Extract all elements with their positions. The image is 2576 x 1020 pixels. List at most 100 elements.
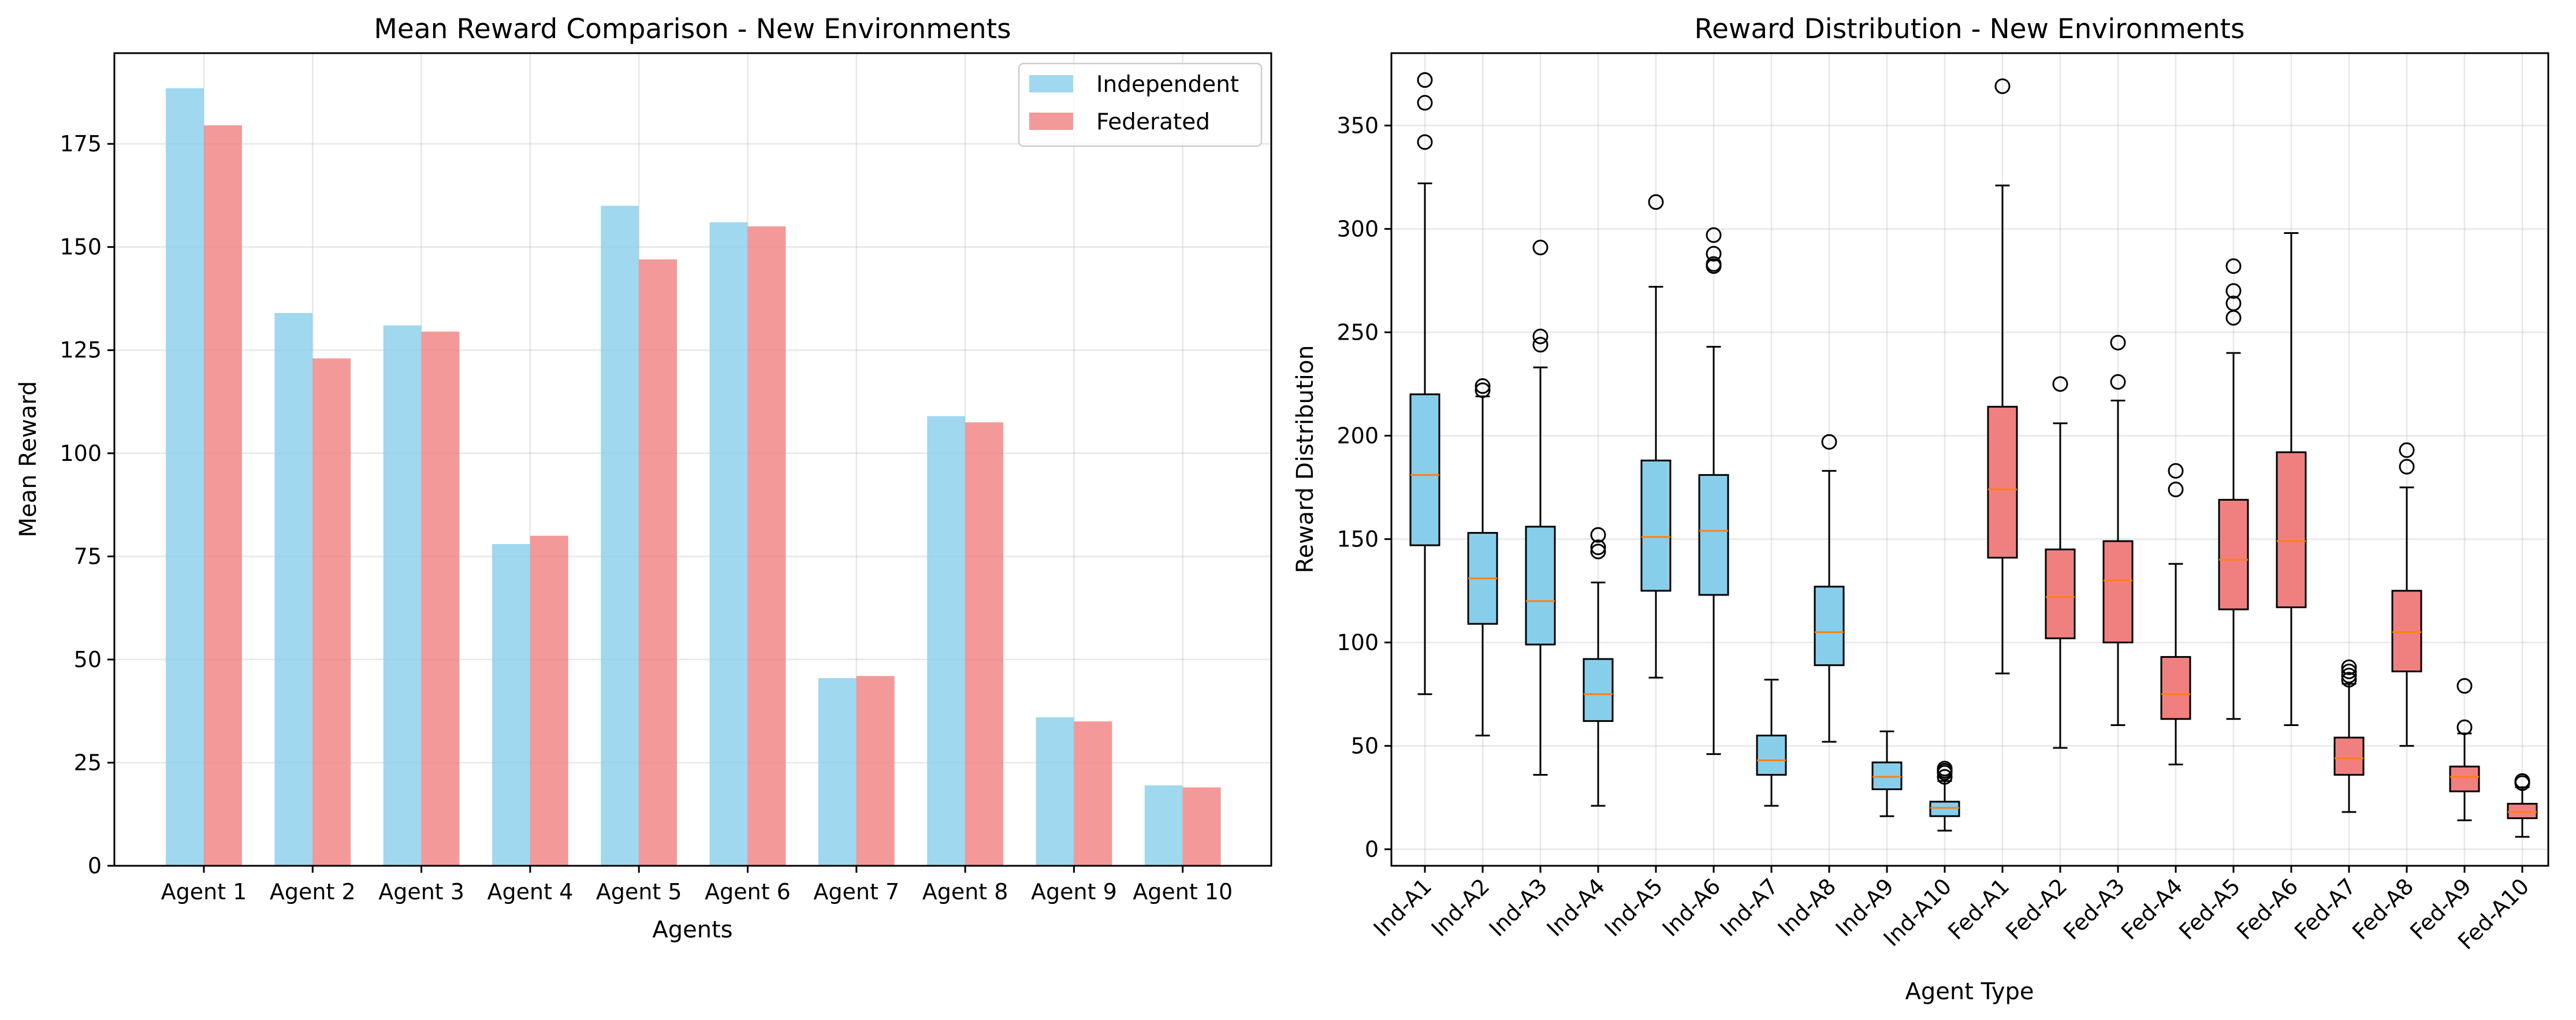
outlier-point: [1532, 240, 1548, 256]
y-tick-label: 50: [1351, 733, 1379, 758]
bar-independent-3: [383, 325, 422, 866]
outlier-point: [2341, 672, 2357, 688]
y-tick-label: 0: [88, 853, 102, 878]
box-ind-a5: [1640, 194, 1672, 679]
x-tick-label: Agent 1: [161, 879, 247, 904]
outlier-point: [2341, 659, 2357, 675]
outlier-point: [2110, 374, 2126, 390]
outlier-point: [1994, 78, 2011, 94]
outlier-point: [1475, 378, 1491, 394]
box-fed-a5: [2218, 258, 2249, 720]
x-tick-label: Fed-A3: [2058, 873, 2130, 944]
iqr-box: [2160, 656, 2191, 720]
x-tick-label: Ind-A5: [1600, 873, 1668, 941]
y-tick-label: 350: [1337, 113, 1379, 138]
x-tick-label: Agent 7: [813, 879, 899, 904]
box-ind-a7: [1756, 679, 1787, 807]
y-tick-label: 100: [1337, 630, 1379, 655]
bar-independent-6: [709, 222, 748, 866]
bar-independent-4: [492, 543, 530, 866]
x-tick-label: Agent 6: [705, 879, 791, 904]
outlier-point: [2110, 334, 2126, 351]
iqr-box: [1871, 761, 1903, 791]
bar-federated-10: [1182, 787, 1221, 866]
bar-federated-9: [1074, 721, 1112, 866]
bar-independent-1: [166, 88, 204, 866]
iqr-box: [1640, 459, 1672, 592]
box-plot-panel: 0 50 100 150 200 250 300 350 Ind-A1Ind-A2Ind-A3…: [1292, 13, 2549, 1005]
outlier-point: [2341, 668, 2357, 684]
box-fed-a10: [2507, 773, 2538, 838]
iqr-box: [1525, 526, 1556, 646]
bar-federated-8: [965, 422, 1003, 866]
bar-federated-4: [530, 535, 568, 866]
iqr-box: [2333, 736, 2365, 776]
legend-frame: [1018, 62, 1263, 147]
box-ind-a8: [1814, 434, 1845, 743]
outlier-point: [1937, 769, 1953, 785]
box-fed-a7: [2333, 659, 2365, 813]
box-ind-a9: [1871, 730, 1903, 817]
outlier-point: [2225, 283, 2242, 299]
iqr-box: [2276, 451, 2307, 608]
y-tick-label: 75: [74, 543, 102, 569]
box-ind-a2: [1467, 378, 1498, 736]
outlier-point: [2225, 258, 2242, 274]
bar-chart-xlabel: Agents: [652, 917, 732, 943]
x-tick-label: Ind-A2: [1427, 873, 1495, 941]
outlier-point: [1532, 337, 1548, 353]
outlier-point: [2168, 481, 2184, 497]
outlier-point: [2514, 773, 2530, 789]
outlier-point: [2456, 678, 2473, 694]
y-tick-label: 200: [1337, 423, 1379, 448]
x-tick-label: Agent 9: [1031, 879, 1117, 904]
y-tick-label: 125: [59, 337, 102, 363]
bar-federated-2: [312, 358, 351, 866]
iqr-box: [1929, 801, 1960, 817]
outlier-point: [1706, 227, 1722, 243]
x-tick-label: Fed-A8: [2347, 873, 2418, 944]
iqr-box: [2507, 803, 2538, 820]
y-tick-label: 250: [1337, 319, 1379, 345]
outlier-point: [1417, 72, 1433, 88]
box-plot-ylabel: Reward Distribution: [1292, 345, 1319, 573]
iqr-box: [2449, 765, 2480, 792]
bar-independent-7: [818, 678, 857, 866]
x-tick-label: Fed-A2: [2001, 873, 2072, 944]
iqr-box: [1583, 658, 1614, 722]
bar-federated-7: [856, 676, 895, 866]
box-ind-a10: [1929, 761, 1960, 832]
bar-federated-5: [639, 259, 677, 866]
legend-swatch-federated: [1029, 113, 1073, 130]
outlier-point: [1648, 194, 1664, 210]
iqr-box: [2391, 590, 2422, 672]
x-tick-label: Ind-A8: [1773, 873, 1841, 941]
x-tick-label: Ind-A1: [1369, 873, 1437, 941]
y-tick-label: 150: [1337, 526, 1379, 552]
legend-label-federated: Federated: [1096, 109, 1210, 135]
x-tick-label: Fed-A1: [1943, 873, 2014, 944]
box-fed-a6: [2276, 232, 2307, 727]
outlier-point: [1590, 539, 1606, 556]
outlier-point: [1706, 256, 1722, 272]
iqr-box: [1987, 405, 2018, 559]
outlier-point: [1937, 761, 1953, 777]
bar-independent-10: [1144, 785, 1183, 866]
iqr-box: [1698, 474, 1729, 596]
x-tick-label: Ind-A6: [1658, 873, 1726, 941]
outlier-point: [1475, 382, 1491, 399]
box-ind-a4: [1583, 527, 1614, 807]
box-fed-a1: [1987, 78, 2018, 675]
y-tick-label: 25: [74, 750, 102, 775]
outlier-point: [2456, 719, 2473, 735]
outlier-point: [2341, 663, 2357, 679]
x-tick-label: Agent 3: [378, 879, 464, 904]
y-tick-label: 175: [59, 131, 102, 157]
iqr-box: [2218, 498, 2249, 610]
iqr-box: [2045, 548, 2076, 639]
bar-independent-8: [927, 416, 966, 866]
y-tick-label: 100: [59, 441, 102, 466]
outlier-point: [1417, 134, 1433, 150]
box-fed-a4: [2160, 463, 2191, 766]
outlier-point: [1590, 527, 1606, 543]
